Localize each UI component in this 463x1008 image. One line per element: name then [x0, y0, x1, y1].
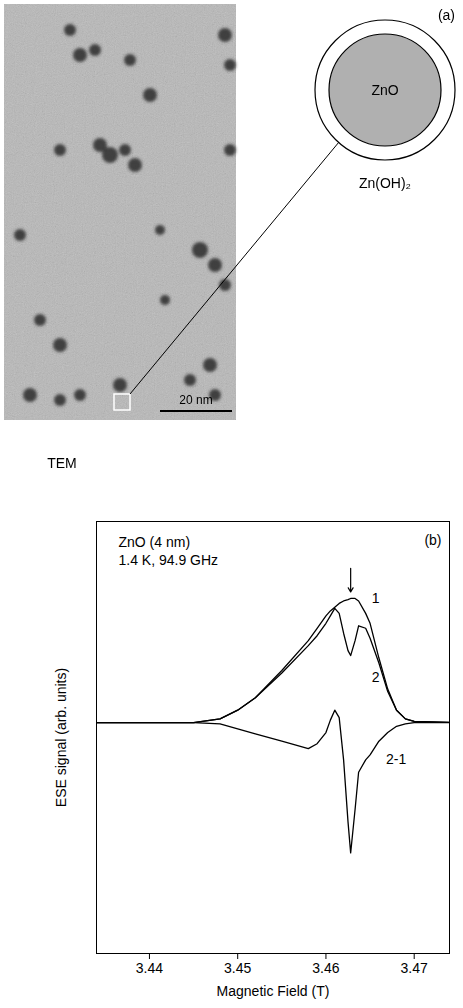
svg-text:1.4 K, 94.9 GHz: 1.4 K, 94.9 GHz: [119, 552, 219, 568]
svg-text:1: 1: [372, 590, 380, 606]
svg-text:(a): (a): [438, 7, 455, 23]
svg-text:3.44: 3.44: [136, 960, 163, 976]
svg-text:(b): (b): [424, 532, 441, 548]
svg-text:3.46: 3.46: [312, 960, 339, 976]
svg-text:3.47: 3.47: [401, 960, 428, 976]
svg-text:ZnO (4 nm): ZnO (4 nm): [119, 534, 191, 550]
svg-text:3.45: 3.45: [224, 960, 251, 976]
svg-text:20 nm: 20 nm: [179, 393, 212, 407]
svg-text:2-1: 2-1: [386, 751, 406, 767]
svg-text:ESE signal (arb. units): ESE signal (arb. units): [53, 668, 69, 807]
svg-text:TEM: TEM: [47, 455, 77, 471]
svg-text:Magnetic Field (T): Magnetic Field (T): [217, 983, 330, 999]
svg-text:ZnO: ZnO: [371, 82, 398, 98]
svg-text:2: 2: [372, 669, 380, 685]
svg-text:Zn(OH)₂: Zn(OH)₂: [359, 175, 411, 191]
